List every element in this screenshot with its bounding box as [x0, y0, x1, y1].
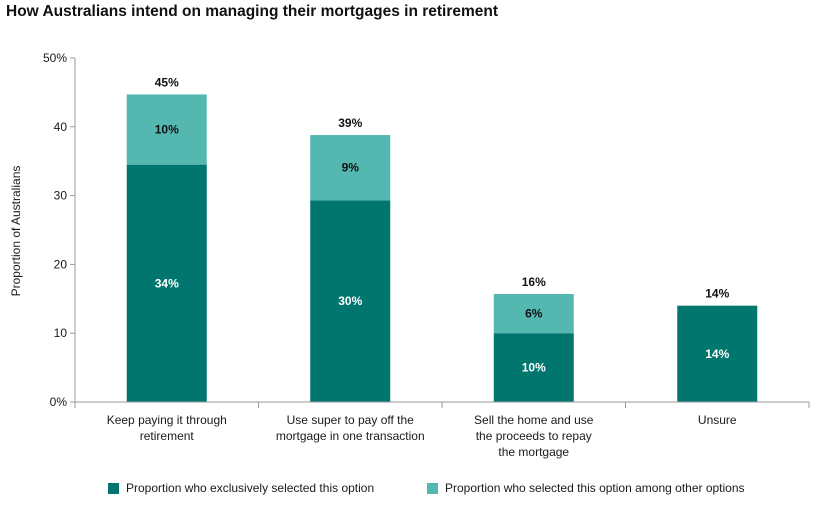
y-tick-label: 50%	[43, 51, 67, 65]
x-axis: Keep paying it through retirement Use supe…	[74, 401, 810, 459]
x-category-label: Unsure	[698, 413, 737, 427]
bar-among-other	[493, 293, 574, 334]
bar-label-exclusive: 14%	[705, 347, 729, 361]
x-category-label: Keep paying it through retirement	[107, 413, 227, 443]
bar-total-label: 39%	[338, 116, 362, 130]
y-axis-label: Proportion of Australians	[9, 166, 23, 297]
chart-title: How Australians intend on managing their…	[6, 3, 499, 20]
y-tick-label: 20	[54, 257, 68, 271]
bar-total-label: 14%	[705, 287, 729, 301]
legend-item-exclusive: Proportion who exclusively selected this…	[108, 481, 374, 495]
bar-exclusive	[677, 305, 758, 402]
bar-total-label: 45%	[155, 75, 179, 89]
bar-among-other	[126, 94, 207, 165]
legend-label-among-other: Proportion who selected this option amon…	[445, 481, 745, 495]
x-category-label: Sell the home and use the proceeds to rep…	[474, 413, 594, 459]
bar-label-exclusive: 10%	[522, 361, 546, 375]
legend-label-exclusive: Proportion who exclusively selected this…	[126, 481, 375, 495]
y-tick-label: 10	[54, 326, 68, 340]
legend-swatch-among-other	[427, 482, 438, 494]
y-tick-label: 40	[54, 120, 68, 134]
bar-among-other	[310, 135, 391, 201]
y-tick-label: 30	[54, 189, 68, 203]
bar-label-exclusive: 30%	[338, 294, 362, 308]
bars: 34% 10% 45% 30% 9% 39% 10% 6% 16% 14% 14%	[126, 75, 758, 402]
bar-label-among-other: 6%	[525, 307, 543, 321]
bar-exclusive	[126, 164, 207, 402]
legend-item-among-other: Proportion who selected this option amon…	[427, 481, 745, 495]
bar-exclusive	[310, 200, 391, 402]
y-axis: 0% 10 20 30 40 50%	[43, 51, 76, 409]
y-tick-label: 0%	[50, 395, 68, 409]
bar-label-exclusive: 34%	[155, 276, 179, 290]
bar-label-among-other: 10%	[155, 123, 179, 137]
x-category-label: Use super to pay off the mortgage in one …	[276, 413, 425, 443]
bar-total-label: 16%	[522, 275, 546, 289]
bar-exclusive	[493, 333, 574, 402]
legend-swatch-exclusive	[108, 482, 119, 494]
bar-label-among-other: 9%	[342, 161, 360, 175]
chart: 0% 10 20 30 40 50% 34% 10% 45% 30% 9% 39% 10% 6% 16% 1…	[9, 51, 810, 459]
